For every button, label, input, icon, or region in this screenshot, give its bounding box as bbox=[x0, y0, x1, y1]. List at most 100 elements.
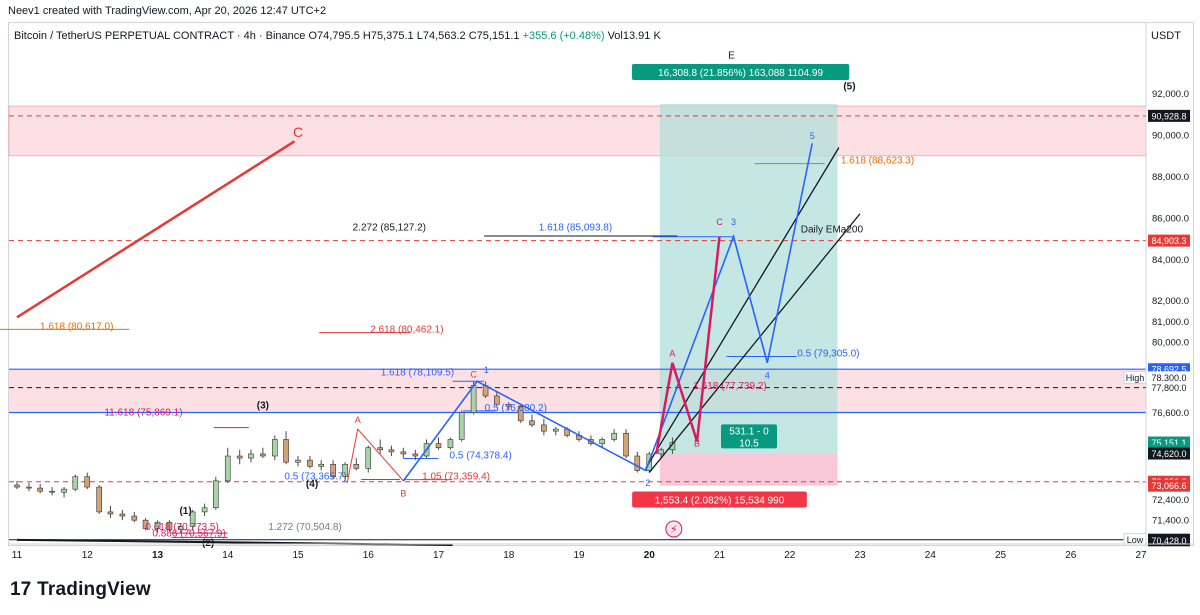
lightning-icon-glyph: ⚡ bbox=[670, 524, 678, 536]
chart-annotation-label: 1.618 (85,093.8) bbox=[539, 222, 612, 233]
candle-body bbox=[377, 447, 383, 451]
chart-annotation-label: 1.618 (88,623.3) bbox=[841, 156, 914, 167]
chart-annotation-label: 1.618 (77,739.2) bbox=[693, 381, 766, 392]
abc-crimson-wave bbox=[655, 236, 721, 455]
chart-annotation-label: 2.618 (80,462.1) bbox=[370, 325, 443, 336]
chart-annotation-label: B bbox=[694, 439, 700, 449]
chart-annotation-label: 0.618 (70,773.5) bbox=[145, 522, 218, 533]
chart-annotation-label: 1.618 (80,617.0) bbox=[40, 321, 113, 332]
chart-annotation-label: 4 bbox=[765, 370, 770, 380]
price-tick-label: 81,000.0 bbox=[1152, 317, 1189, 328]
price-tick-label: 88,000.0 bbox=[1152, 172, 1189, 183]
loss-label-bg bbox=[632, 491, 807, 508]
time-tick-label: 12 bbox=[82, 550, 94, 561]
price-tick-label: 76,600.0 bbox=[1152, 408, 1189, 419]
upper-channel-line bbox=[645, 147, 840, 469]
symbol-legend[interactable]: Bitcoin / TetherUS PERPETUAL CONTRACT · … bbox=[14, 30, 661, 42]
price-tick-label: 84,000.0 bbox=[1152, 255, 1189, 266]
candle-body bbox=[49, 490, 55, 493]
price-tick-label: 90,000.0 bbox=[1152, 131, 1189, 142]
price-tag bbox=[1148, 234, 1190, 247]
red-trendline bbox=[16, 140, 296, 319]
rr-line2: 10.5 bbox=[739, 438, 759, 449]
rr-line1: 531.1 - 0 bbox=[729, 426, 769, 437]
price-tag-label: 78,300.0 bbox=[1151, 373, 1186, 383]
candle-body bbox=[553, 428, 559, 432]
candle-body bbox=[447, 439, 454, 449]
chart-frame[interactable] bbox=[8, 22, 1194, 546]
price-tick-label: 82,000.0 bbox=[1152, 296, 1189, 307]
price-chart[interactable]: C 1.618 (80,617.0) 2.618 (80,462.1) 2.272 (… bbox=[0, 0, 1200, 566]
resistance-zone bbox=[8, 105, 1147, 157]
candle-body bbox=[142, 519, 149, 529]
chart-annotation-label: 0.886 (70,567.9) bbox=[152, 528, 225, 539]
side-label-bg bbox=[1123, 533, 1147, 547]
time-tick-label: 14 bbox=[222, 550, 234, 561]
candle-body bbox=[272, 439, 278, 457]
price-tick-label: 80,000.0 bbox=[1152, 338, 1189, 349]
chart-annotation-label: 3 bbox=[731, 217, 736, 227]
candle-body bbox=[318, 463, 324, 467]
candle-body bbox=[37, 487, 43, 492]
support-zone bbox=[9, 369, 1146, 413]
tradingview-logo-icon: 17 bbox=[10, 579, 32, 600]
tradingview-logo[interactable]: 17 TradingView bbox=[10, 579, 151, 601]
candle-body bbox=[154, 521, 161, 529]
stop-loss-zone bbox=[659, 453, 838, 486]
price-tag-label: 74,620.0 bbox=[1151, 449, 1186, 459]
chart-annotation-label: 1.272 (70,504.8) bbox=[268, 522, 341, 533]
chart-annotation-label: 1.618 (78,109.5) bbox=[381, 367, 454, 378]
chart-annotation-label: 0.5 (73,365.7) bbox=[284, 472, 346, 483]
chart-annotation-label: (1) bbox=[179, 506, 191, 517]
candle-body bbox=[342, 463, 348, 478]
currency-label: USDT bbox=[1151, 30, 1181, 42]
chart-annotation-label: 1.05 (73,359.4) bbox=[422, 472, 490, 483]
chart-annotation-label: A bbox=[355, 415, 361, 425]
price-tick-label: 72,400.0 bbox=[1152, 495, 1189, 506]
candle-body bbox=[96, 486, 102, 513]
candle-body bbox=[26, 486, 32, 489]
candle-body bbox=[634, 455, 641, 471]
candle-body bbox=[353, 463, 360, 469]
candle-body bbox=[400, 451, 407, 455]
tradingview-logo-text: TradingView bbox=[37, 579, 151, 600]
candle-body bbox=[72, 476, 79, 490]
side-label: High bbox=[1126, 373, 1145, 383]
price-tag bbox=[1148, 447, 1190, 460]
time-tick-label: 18 bbox=[503, 550, 515, 561]
chart-annotation-label: B bbox=[400, 488, 406, 498]
time-tick-label: 22 bbox=[784, 550, 796, 561]
price-tag bbox=[1148, 381, 1190, 394]
time-tick-label: 21 bbox=[714, 550, 726, 561]
candle-body bbox=[84, 476, 91, 488]
candle-body bbox=[541, 424, 547, 432]
chart-annotation-label: C bbox=[470, 369, 477, 379]
candle-body bbox=[458, 412, 465, 440]
candle-body bbox=[224, 455, 231, 482]
attribution-bar: Neev1 created with TradingView.com, Apr … bbox=[0, 0, 1200, 22]
candle-body bbox=[623, 432, 629, 457]
ohlc-low: L74,563.2 bbox=[416, 30, 466, 42]
candle-body bbox=[61, 488, 67, 493]
candle-body bbox=[248, 453, 254, 459]
price-tick-label: 92,000.0 bbox=[1152, 89, 1189, 100]
chart-annotation-label: A bbox=[669, 349, 675, 359]
chart-annotation-label: 0.5 (74,378.4) bbox=[450, 451, 512, 462]
side-label-bg bbox=[1123, 370, 1147, 384]
profit-label-bg bbox=[631, 63, 850, 80]
chart-annotation-label: 11.618 (75,869.1) bbox=[104, 408, 182, 419]
candle-body bbox=[517, 406, 524, 422]
candle-body bbox=[131, 515, 138, 521]
symbol-name[interactable]: Bitcoin / TetherUS PERPETUAL CONTRACT · … bbox=[14, 30, 306, 42]
time-tick-label: 19 bbox=[573, 550, 585, 561]
time-tick-label: 15 bbox=[292, 550, 304, 561]
lower-channel-line bbox=[648, 213, 861, 473]
candle-body bbox=[505, 403, 512, 407]
loss-label: 1,553.4 (2.082%) 15,534 990 bbox=[655, 496, 785, 507]
price-tick-label: 71,400.0 bbox=[1152, 516, 1189, 527]
candle-body bbox=[119, 513, 126, 517]
candle-body bbox=[365, 447, 372, 469]
time-tick-label: 16 bbox=[363, 550, 375, 561]
price-tick-label: 86,000.0 bbox=[1152, 213, 1189, 224]
time-tick-label: 24 bbox=[925, 550, 937, 561]
